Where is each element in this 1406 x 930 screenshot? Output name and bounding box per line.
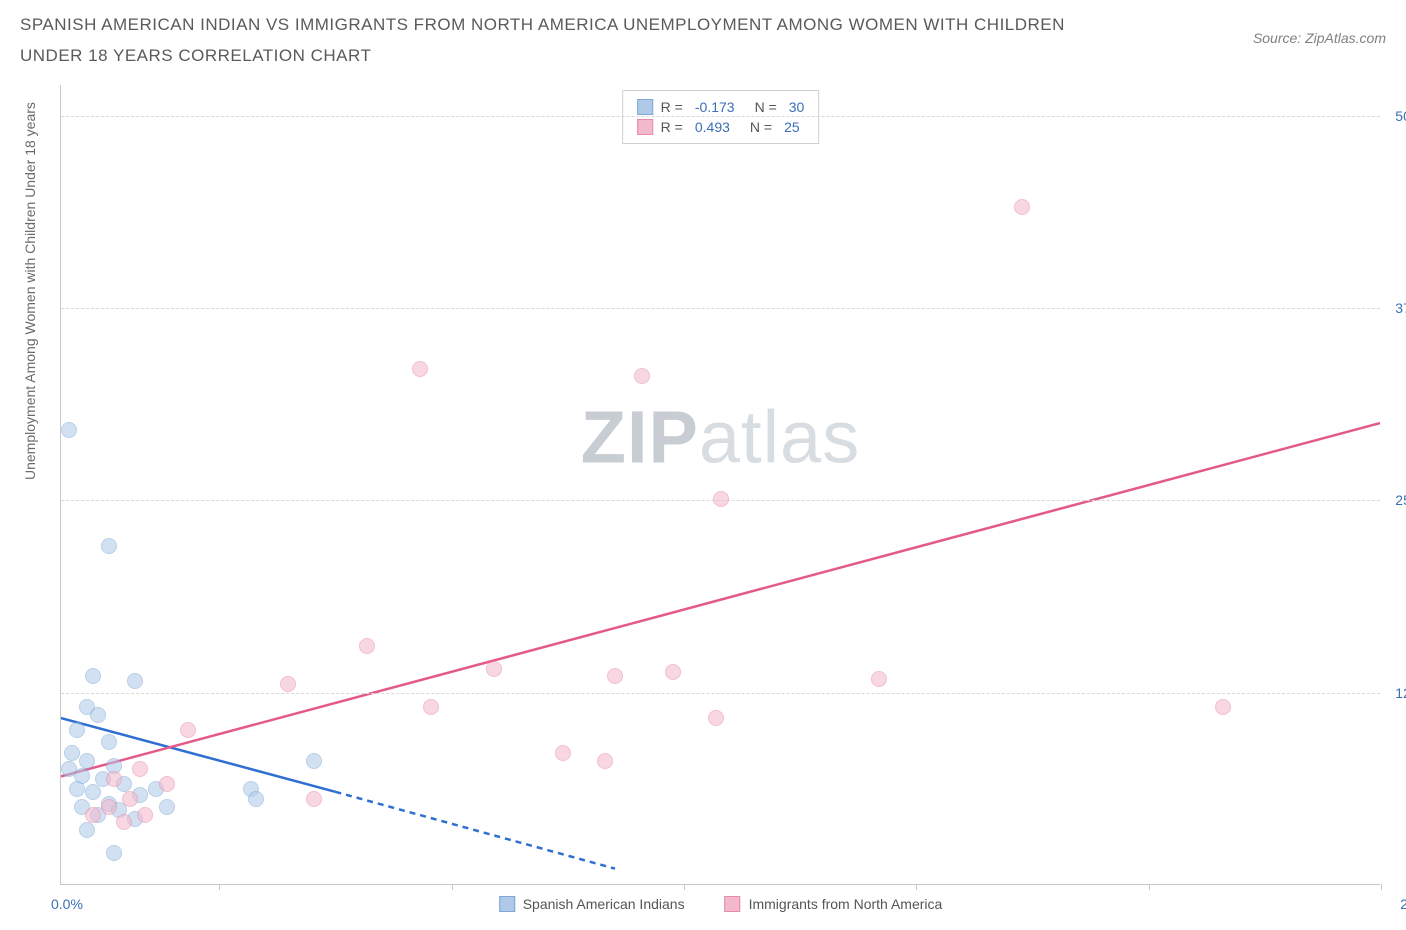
x-tick <box>684 884 685 890</box>
legend-series-names: Spanish American Indians Immigrants from… <box>499 896 943 912</box>
data-point-spanish <box>159 799 175 815</box>
data-point-immigrants <box>159 776 175 792</box>
x-tick <box>452 884 453 890</box>
data-point-spanish <box>64 745 80 761</box>
data-point-immigrants <box>423 699 439 715</box>
data-point-spanish <box>69 781 85 797</box>
y-axis-label: Unemployment Among Women with Children U… <box>22 102 38 480</box>
data-point-immigrants <box>713 491 729 507</box>
legend-series-name-1: Immigrants from North America <box>749 896 943 912</box>
legend-r-label-1: R = <box>661 119 683 135</box>
chart-plot-area: ZIPatlas R = -0.173 N = 30 R = 0.493 N =… <box>60 85 1380 885</box>
legend-row-series-1: R = 0.493 N = 25 <box>637 117 805 137</box>
legend-row-series-0: R = -0.173 N = 30 <box>637 97 805 117</box>
source-name: ZipAtlas.com <box>1305 30 1386 46</box>
data-point-immigrants <box>101 799 117 815</box>
data-point-immigrants <box>106 771 122 787</box>
data-point-immigrants <box>122 791 138 807</box>
data-point-immigrants <box>708 710 724 726</box>
grid-line <box>61 693 1380 694</box>
watermark-bold: ZIP <box>581 395 699 478</box>
chart-header: SPANISH AMERICAN INDIAN VS IMMIGRANTS FR… <box>0 0 1406 71</box>
trend-line <box>335 792 615 869</box>
data-point-spanish <box>106 845 122 861</box>
data-point-immigrants <box>665 664 681 680</box>
x-tick <box>916 884 917 890</box>
data-point-immigrants <box>359 638 375 654</box>
data-point-spanish <box>79 753 95 769</box>
data-point-immigrants <box>871 671 887 687</box>
y-tick-label: 12.5% <box>1395 685 1406 701</box>
legend-n-val-1: 25 <box>784 119 800 135</box>
legend-bottom-swatch-1 <box>725 896 741 912</box>
legend-bottom-item-1: Immigrants from North America <box>725 896 943 912</box>
legend-bottom-swatch-0 <box>499 896 515 912</box>
legend-swatch-0 <box>637 99 653 115</box>
legend-r-label-0: R = <box>661 99 683 115</box>
legend-n-label-1: N = <box>750 119 772 135</box>
legend-series-name-0: Spanish American Indians <box>523 896 685 912</box>
data-point-immigrants <box>280 676 296 692</box>
data-point-immigrants <box>85 807 101 823</box>
data-point-spanish <box>79 822 95 838</box>
data-point-immigrants <box>137 807 153 823</box>
data-point-spanish <box>306 753 322 769</box>
legend-bottom-item-0: Spanish American Indians <box>499 896 685 912</box>
data-point-spanish <box>248 791 264 807</box>
data-point-immigrants <box>132 761 148 777</box>
data-point-immigrants <box>555 745 571 761</box>
watermark: ZIPatlas <box>581 394 860 479</box>
data-point-immigrants <box>1215 699 1231 715</box>
legend-n-val-0: 30 <box>789 99 805 115</box>
grid-line <box>61 116 1380 117</box>
legend-n-label-0: N = <box>755 99 777 115</box>
x-tick <box>1149 884 1150 890</box>
legend-r-val-1: 0.493 <box>695 119 730 135</box>
chart-title: SPANISH AMERICAN INDIAN VS IMMIGRANTS FR… <box>20 10 1120 71</box>
legend-correlation: R = -0.173 N = 30 R = 0.493 N = 25 <box>622 90 820 144</box>
data-point-spanish <box>85 668 101 684</box>
data-point-immigrants <box>412 361 428 377</box>
legend-r-val-0: -0.173 <box>695 99 735 115</box>
data-point-immigrants <box>634 368 650 384</box>
source-attribution: Source: ZipAtlas.com <box>1253 30 1386 46</box>
data-point-spanish <box>127 673 143 689</box>
data-point-spanish <box>69 722 85 738</box>
source-label: Source: <box>1253 30 1301 46</box>
data-point-spanish <box>101 734 117 750</box>
data-point-immigrants <box>180 722 196 738</box>
data-point-immigrants <box>486 661 502 677</box>
data-point-spanish <box>101 538 117 554</box>
data-point-immigrants <box>1014 199 1030 215</box>
grid-line <box>61 308 1380 309</box>
x-tick <box>219 884 220 890</box>
y-tick-label: 25.0% <box>1395 492 1406 508</box>
trend-lines-svg <box>61 85 1380 884</box>
data-point-immigrants <box>306 791 322 807</box>
data-point-immigrants <box>116 814 132 830</box>
x-axis-start-label: 0.0% <box>51 896 83 912</box>
watermark-light: atlas <box>699 395 860 478</box>
legend-swatch-1 <box>637 119 653 135</box>
data-point-immigrants <box>607 668 623 684</box>
x-tick <box>1381 884 1382 890</box>
data-point-spanish <box>90 707 106 723</box>
y-tick-label: 50.0% <box>1395 108 1406 124</box>
data-point-spanish <box>61 422 77 438</box>
data-point-spanish <box>85 784 101 800</box>
x-axis-end-label: 25.0% <box>1400 896 1406 912</box>
data-point-immigrants <box>597 753 613 769</box>
y-tick-label: 37.5% <box>1395 300 1406 316</box>
